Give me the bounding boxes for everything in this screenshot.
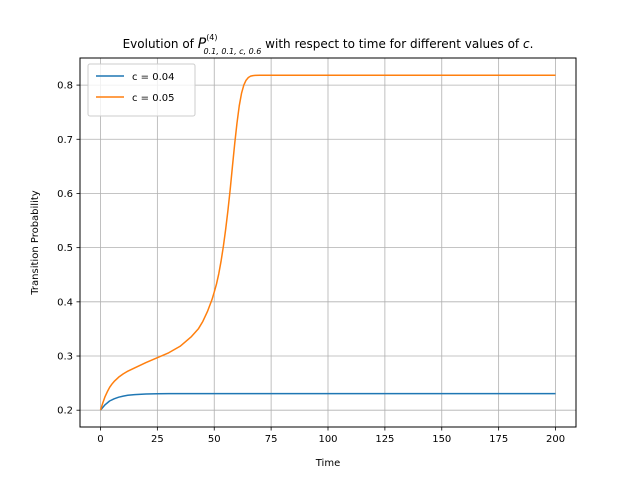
series-line-1 xyxy=(99,392,556,411)
title-subscript: 0.1, 0.1, c, 0.6 xyxy=(204,47,262,56)
legend-label: c = 0.05 xyxy=(132,93,175,104)
chart-title: Evolution of P(4) 0.1, 0.1, c, 0.6 with r… xyxy=(123,33,534,56)
title-suffix: with respect to time for different value… xyxy=(261,37,523,51)
x-tick-label: 150 xyxy=(432,434,451,445)
legend-label: c = 0.04 xyxy=(132,72,175,83)
x-tick-label: 50 xyxy=(208,434,221,445)
y-tick-label: 0.6 xyxy=(57,189,73,200)
x-tick-label: 0 xyxy=(97,434,103,445)
title-end: . xyxy=(530,37,534,51)
x-tick-label: 75 xyxy=(265,434,278,445)
x-tick-label: 200 xyxy=(546,434,565,445)
y-axis-ticks: 0.2 0.3 0.4 0.5 0.6 0.7 0.8 xyxy=(57,81,80,417)
y-tick-label: 0.7 xyxy=(57,135,73,146)
x-axis-ticks: 0 25 50 75 100 125 150 175 200 xyxy=(97,427,565,445)
y-tick-label: 0.4 xyxy=(57,297,73,308)
x-axis-label: Time xyxy=(315,458,340,469)
y-axis-label: Transition Probability xyxy=(30,190,41,295)
legend-box xyxy=(87,63,196,117)
series-lines xyxy=(99,74,556,411)
y-tick-label: 0.3 xyxy=(57,352,73,363)
title-superscript: (4) xyxy=(206,33,217,42)
title-variable: c xyxy=(523,37,530,51)
x-tick-label: 175 xyxy=(489,434,508,445)
title-prefix: Evolution of xyxy=(123,37,198,51)
legend: c = 0.04 c = 0.05 xyxy=(87,63,196,117)
y-tick-label: 0.5 xyxy=(57,243,73,254)
grid-lines xyxy=(80,58,576,427)
title-symbol: P xyxy=(198,36,207,52)
y-tick-label: 0.2 xyxy=(57,406,73,417)
x-tick-label: 100 xyxy=(318,434,337,445)
y-tick-label: 0.8 xyxy=(57,81,73,92)
series-line-2 xyxy=(99,74,556,411)
x-tick-label: 25 xyxy=(151,434,164,445)
x-tick-label: 125 xyxy=(375,434,394,445)
